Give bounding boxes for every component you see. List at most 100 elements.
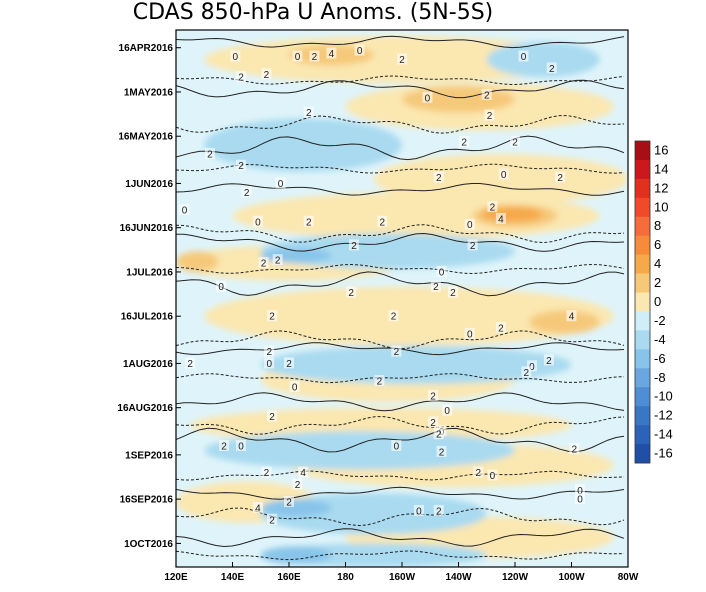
colorbar-label: 10 — [654, 199, 668, 214]
contour-label-bg — [348, 239, 359, 251]
y-tick-label: 16APR2016 — [119, 43, 174, 54]
contour-label: 2 — [295, 480, 301, 491]
contour-label: 0 — [233, 52, 239, 63]
x-tick-label: 80W — [618, 572, 639, 583]
contour-label: 2 — [430, 391, 436, 402]
contour-line — [176, 232, 625, 252]
contour-label-bg — [464, 327, 475, 339]
contour-label: 0 — [357, 46, 363, 57]
contour-label-bg — [388, 310, 399, 322]
colorbar-swatch — [635, 311, 650, 331]
x-tick-label: 160E — [277, 572, 301, 583]
contour-label-bg — [258, 257, 269, 269]
contour-label: 2 — [512, 138, 518, 149]
contour-label: 0 — [529, 362, 535, 373]
colorbar-swatch — [635, 349, 650, 369]
contour-label-bg — [430, 280, 441, 292]
contour-label-bg — [574, 493, 585, 505]
contour-line — [176, 183, 625, 196]
colorbar-label: 8 — [654, 218, 661, 233]
y-tick-label: 1AUG2016 — [123, 359, 173, 370]
contour-label-bg — [264, 345, 275, 357]
contour-label: 0 — [238, 442, 244, 453]
contour-label: 2 — [238, 161, 244, 172]
contour-label-bg — [267, 410, 278, 422]
x-tick-label: 180 — [337, 572, 354, 583]
contour-label-bg — [484, 109, 495, 121]
contour-label: 0 — [218, 282, 224, 293]
contour-line — [176, 330, 625, 350]
contour-label: 2 — [487, 111, 493, 122]
contour-label-bg — [487, 469, 498, 481]
colorbar-swatch — [635, 444, 650, 464]
contour-label-bg — [179, 203, 190, 215]
colorbar-swatch — [635, 406, 650, 426]
contour-label-bg — [374, 375, 385, 387]
contour-label-bg — [292, 50, 303, 62]
contour-label: 2 — [475, 468, 481, 479]
contour-label: 0 — [278, 179, 284, 190]
contour-label: 2 — [394, 347, 400, 358]
colorbar-label: -2 — [654, 313, 666, 328]
contour-label: 2 — [391, 312, 397, 323]
x-tick-label: 120W — [502, 572, 529, 583]
y-tick-label: 16SEP2016 — [120, 495, 174, 506]
contour-label-bg — [428, 389, 439, 401]
x-tick-label: 140E — [221, 572, 245, 583]
y-tick-label: 1JUN2016 — [125, 179, 173, 190]
contour-label: 0 — [501, 170, 507, 181]
contour-label: 0 — [394, 442, 400, 453]
colorbar-label: -12 — [654, 408, 673, 423]
contour-label-bg — [346, 286, 357, 298]
contour-label-bg — [267, 513, 278, 525]
contour-label: 0 — [295, 52, 301, 63]
contour-label-bg — [261, 68, 272, 80]
contour-label: 2 — [379, 217, 385, 228]
colorbar-label: -10 — [654, 389, 673, 404]
contour-label-bg — [447, 286, 458, 298]
contour-label-bg — [473, 466, 484, 478]
contour-label: 4 — [255, 503, 261, 514]
colorbar-label: 2 — [654, 275, 661, 290]
colorbar-label: -16 — [654, 446, 673, 461]
contour-label: 2 — [484, 90, 490, 101]
contour-label-bg — [518, 50, 529, 62]
contour-label: 2 — [244, 188, 250, 199]
contour-label: 2 — [470, 241, 476, 252]
x-tick-label: 120E — [164, 572, 188, 583]
contour-label: 0 — [467, 220, 473, 231]
contour-label: 2 — [264, 70, 270, 81]
contour-label: 2 — [286, 498, 292, 509]
contour-label: 2 — [450, 288, 456, 299]
contour-label-bg — [241, 186, 252, 198]
contour-label-bg — [309, 50, 320, 62]
contour-line — [176, 75, 625, 86]
contour-label-bg — [569, 442, 580, 454]
contour-line — [176, 507, 625, 527]
contour-label-bg — [566, 310, 577, 322]
contour-line — [176, 271, 625, 297]
colorbar-frame — [634, 140, 651, 464]
contour-label: 2 — [286, 359, 292, 370]
contour-label: 2 — [269, 312, 275, 323]
chart-title: CDAS 850-hPa U Anoms. (5N-5S) — [132, 0, 494, 25]
colorbar-swatch — [635, 159, 650, 180]
colorbar-label: 12 — [654, 180, 668, 195]
contour-line — [176, 35, 625, 49]
contour-label: 4 — [569, 312, 575, 323]
contour-label: 0 — [255, 217, 261, 228]
contour-label: 4 — [329, 49, 335, 60]
contour-label: 2 — [275, 256, 281, 267]
contour-label-bg — [543, 354, 554, 366]
contour-line — [176, 163, 625, 174]
contour-label: 0 — [266, 359, 272, 370]
contour-line — [176, 528, 625, 548]
contour-label: 0 — [577, 495, 583, 506]
contour-label-bg — [422, 91, 433, 103]
contour-label-bg — [459, 136, 470, 148]
colorbar-swatch — [635, 197, 650, 218]
colorbar-label: 0 — [654, 294, 661, 309]
contour-label-bg — [391, 345, 402, 357]
contour-line — [176, 392, 625, 412]
